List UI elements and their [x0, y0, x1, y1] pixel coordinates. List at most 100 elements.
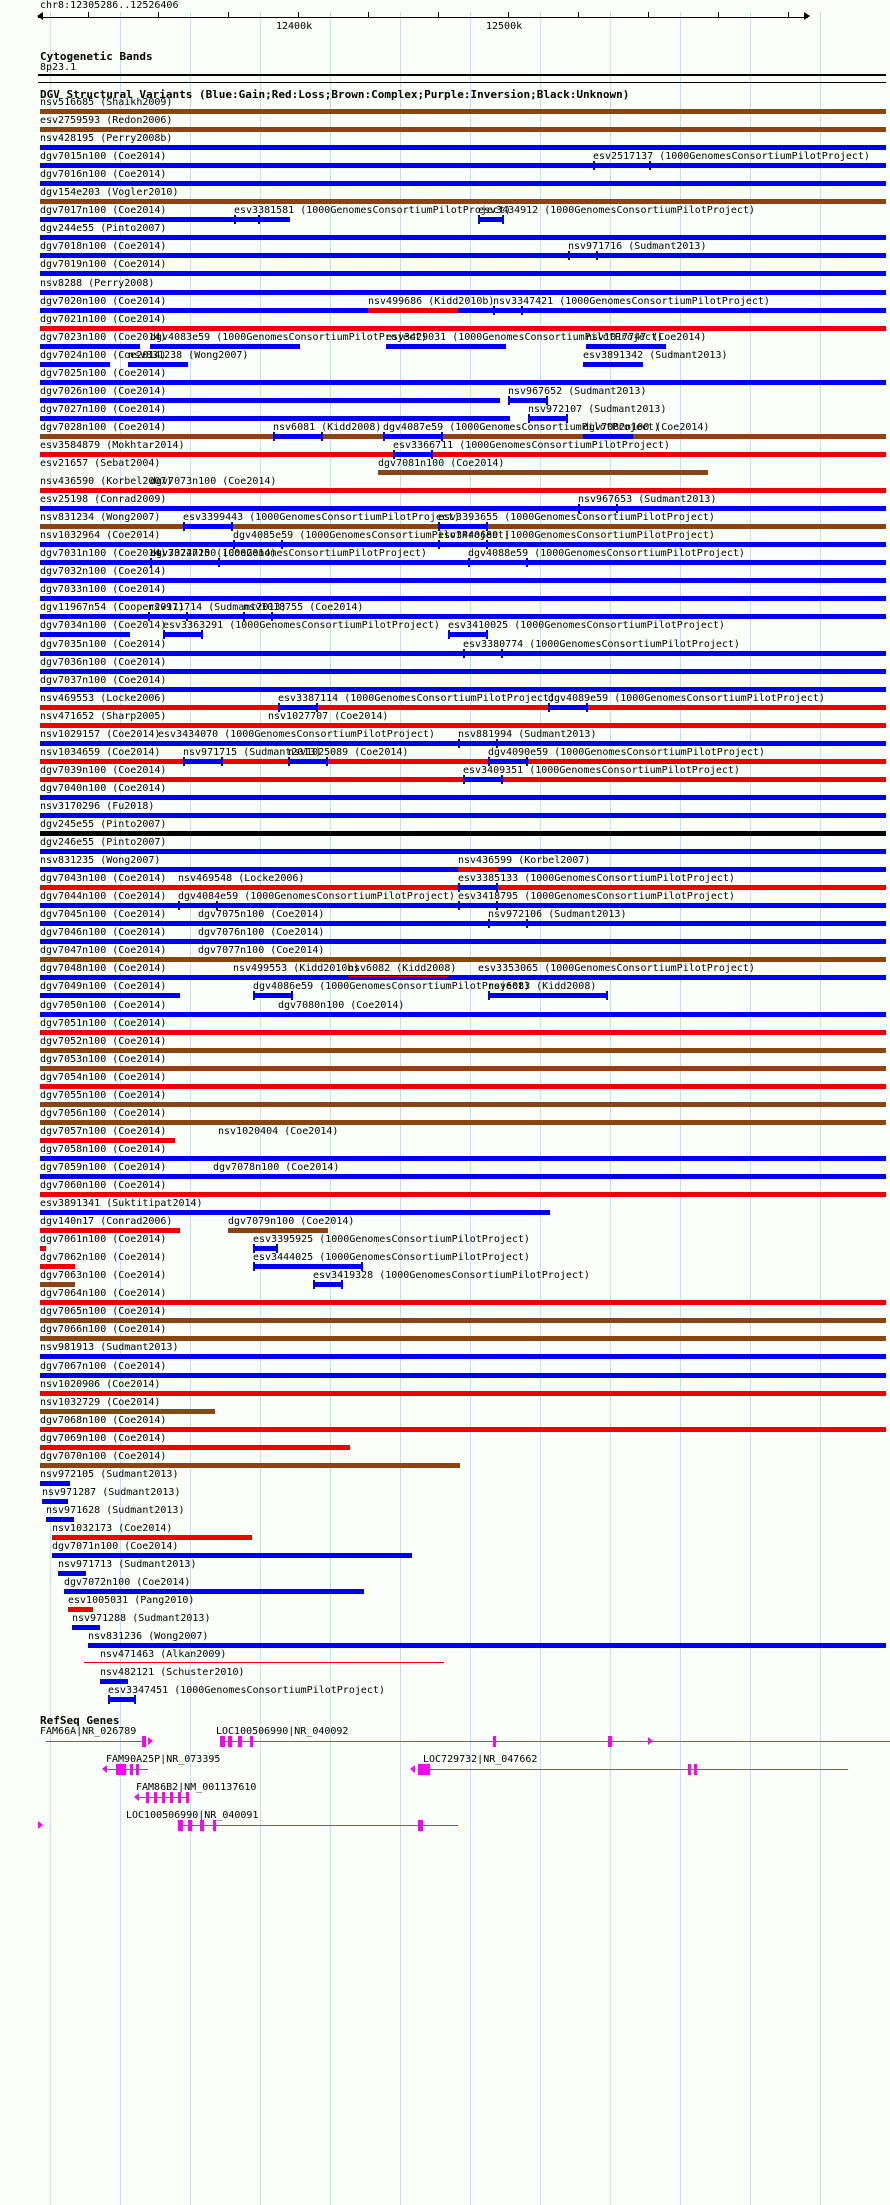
dgv-variant-label[interactable]: dgv7081n100 (Coe2014): [378, 458, 505, 469]
dgv-variant-label[interactable]: nsv6081 (Kidd2008): [273, 421, 382, 433]
dgv-variant-label[interactable]: dgv4087e59 (1000GenomesConsortiumPilotPr…: [383, 421, 660, 433]
dgv-variant-label[interactable]: dgv7021n100 (Coe2014): [40, 313, 167, 325]
refseq-gene[interactable]: FAM86B2|NM_001137610: [38, 1782, 886, 1808]
dgv-variant-label[interactable]: dgv7066n100 (Coe2014): [40, 1324, 167, 1336]
dgv-variant-bar[interactable]: [40, 343, 140, 349]
dgv-track-row[interactable]: dgv7059n100 (Coe2014) dgv7078n100 (Coe201…: [38, 1162, 886, 1181]
dgv-track-row[interactable]: dgv245e55 (Pinto2007): [38, 820, 886, 838]
dgv-track-row[interactable]: nsv1034659 (Coe2014) nsv971715 (Sudmant20…: [38, 747, 886, 766]
dgv-variant-label[interactable]: esv3444025 (1000GenomesConsortiumPilotPr…: [253, 1252, 530, 1264]
dgv-variant-bar[interactable]: [458, 738, 498, 748]
dgv-track-row[interactable]: nsv972105 (Sudmant2013): [38, 1469, 886, 1488]
dgv-variant-bar[interactable]: [40, 1155, 886, 1161]
refseq-gene-label[interactable]: FAM86B2|NM_001137610: [136, 1782, 257, 1794]
dgv-variant-label[interactable]: esv3891342 (Sudmant2013): [583, 349, 728, 361]
dgv-variant-bar[interactable]: [40, 253, 886, 259]
dgv-variant-bar[interactable]: [40, 506, 886, 512]
refseq-gene-exon[interactable]: [418, 1820, 423, 1832]
dgv-track-row[interactable]: dgv154e203 (Vogler2010): [38, 188, 886, 206]
dgv-variant-bar[interactable]: [493, 305, 523, 315]
refseq-gene[interactable]: FAM66A|NR_026789: [38, 1726, 886, 1752]
dgv-variant-label[interactable]: nsv1020906 (Coe2014): [40, 1378, 161, 1390]
dgv-track-row[interactable]: dgv7063n100 (Coe2014) esv3419328 (1000Gen…: [38, 1270, 886, 1290]
cytogenetic-band-label[interactable]: 8p23.1: [40, 62, 77, 73]
dgv-variant-label[interactable]: esv3380774 (1000GenomesConsortiumPilotPr…: [463, 638, 740, 650]
dgv-variant-label[interactable]: nsv971628 (Sudmant2013): [46, 1504, 185, 1516]
refseq-gene-exon[interactable]: [188, 1820, 192, 1832]
refseq-gene-exon[interactable]: [250, 1736, 253, 1748]
dgv-variant-label[interactable]: esv3440689 (1000GenomesConsortiumPilotPr…: [438, 530, 715, 542]
dgv-track-row[interactable]: dgv7027n100 (Coe2014) nsv972107 (Sudmant2…: [38, 404, 886, 423]
dgv-track-row[interactable]: nsv981913 (Sudmant2013): [38, 1343, 886, 1361]
dgv-track-row[interactable]: dgv7020n100 (Coe2014) nsv499686 (Kidd2010…: [38, 295, 886, 315]
dgv-variant-label[interactable]: esv3387114 (1000GenomesConsortiumPilotPr…: [278, 692, 555, 704]
dgv-track-row[interactable]: dgv7060n100 (Coe2014): [38, 1181, 886, 1199]
refseq-gene-exon[interactable]: [146, 1792, 149, 1804]
dgv-variant-label[interactable]: nsv499686 (Kidd2010b): [368, 295, 495, 307]
dgv-variant-label[interactable]: esv25198 (Conrad2009): [40, 494, 167, 506]
dgv-variant-bar[interactable]: [228, 1228, 328, 1234]
refseq-gene-label[interactable]: FAM66A|NR_026789: [40, 1726, 137, 1738]
dgv-variant-label[interactable]: nsv971287 (Sudmant2013): [42, 1486, 181, 1498]
dgv-track-row[interactable]: dgv7050n100 (Coe2014) dgv7080n100 (Coe201…: [38, 999, 886, 1019]
dgv-variant-label[interactable]: nsv1018755 (Coe2014): [243, 602, 364, 614]
dgv-track-row[interactable]: dgv7032n100 (Coe2014): [38, 567, 886, 585]
dgv-variant-bar[interactable]: [488, 991, 608, 1001]
dgv-variant-label[interactable]: dgv7053n100 (Coe2014): [40, 1053, 167, 1065]
dgv-variant-bar[interactable]: [40, 1137, 175, 1143]
dgv-variant-bar[interactable]: [40, 560, 886, 566]
dgv-variant-label[interactable]: dgv7037n100 (Coe2014): [40, 674, 167, 686]
dgv-track-row[interactable]: dgv246e55 (Pinto2007): [38, 838, 886, 856]
refseq-gene-exon[interactable]: [142, 1736, 146, 1748]
dgv-variant-label[interactable]: dgv7045n100 (Coe2014): [40, 909, 167, 921]
coordinate-ruler[interactable]: chr8:12305286..12526406 12400k 12500k: [37, 0, 886, 38]
dgv-variant-label[interactable]: nsv436599 (Korbel2007): [458, 855, 591, 867]
dgv-track-row[interactable]: dgv7061n100 (Coe2014) esv3395925 (1000Gen…: [38, 1235, 886, 1254]
dgv-track-row[interactable]: dgv7035n100 (Coe2014) esv3380774 (1000Gen…: [38, 638, 886, 658]
refseq-gene-label[interactable]: FAM90A25P|NR_073395: [106, 1754, 221, 1766]
dgv-variant-label[interactable]: dgv11967n54 (Cooper2011): [40, 602, 185, 614]
dgv-variant-label[interactable]: esv3434070 (1000GenomesConsortiumPilotPr…: [158, 728, 435, 740]
dgv-variant-label[interactable]: esv3419328 (1000GenomesConsortiumPilotPr…: [313, 1270, 590, 1282]
dgv-variant-label[interactable]: dgv7023n100 (Coe2014): [40, 331, 167, 343]
dgv-variant-label[interactable]: dgv7026n100 (Coe2014): [40, 385, 167, 397]
dgv-variant-label[interactable]: nsv831235 (Wong2007): [40, 855, 161, 867]
dgv-variant-label[interactable]: nsv428195 (Perry2008b): [40, 133, 173, 145]
dgv-variant-label[interactable]: nsv971714 (Sudmant2013): [148, 602, 287, 614]
dgv-variant-label[interactable]: esv3409351 (1000GenomesConsortiumPilotPr…: [463, 764, 740, 776]
dgv-track-row[interactable]: dgv7021n100 (Coe2014): [38, 313, 886, 333]
dgv-track-row[interactable]: dgv7048n100 (Coe2014) nsv499553 (Kidd2010…: [38, 964, 886, 982]
dgv-variant-label[interactable]: nsv831238 (Wong2007): [128, 349, 249, 361]
dgv-track-row[interactable]: dgv7036n100 (Coe2014): [38, 657, 886, 676]
refseq-gene-exon[interactable]: [136, 1764, 139, 1776]
dgv-variant-label[interactable]: dgv7070n100 (Coe2014): [40, 1450, 167, 1462]
dgv-variant-label[interactable]: dgv7050n100 (Coe2014): [40, 999, 167, 1011]
dgv-variant-label[interactable]: nsv482121 (Schuster2010): [100, 1667, 245, 1679]
dgv-variant-bar[interactable]: [40, 451, 886, 457]
dgv-variant-bar[interactable]: [583, 433, 633, 439]
dgv-variant-bar[interactable]: [40, 957, 886, 963]
dgv-variant-label[interactable]: dgv4086e59 (1000GenomesConsortiumPilotPr…: [253, 981, 530, 993]
dgv-track-row[interactable]: dgv7015n100 (Coe2014) esv2517137 (1000Gen…: [38, 152, 886, 171]
dgv-track-row[interactable]: esv25198 (Conrad2009) nsv967653 (Sudmant2…: [38, 494, 886, 514]
dgv-variant-bar[interactable]: [108, 1695, 136, 1705]
dgv-variant-bar[interactable]: [40, 758, 886, 764]
dgv-variant-bar[interactable]: [40, 163, 886, 169]
dgv-variant-bar[interactable]: [468, 558, 528, 568]
dgv-variant-bar[interactable]: [40, 686, 886, 692]
refseq-gene-exon[interactable]: [213, 1820, 216, 1832]
refseq-gene[interactable]: LOC729732|NR_047662: [38, 1754, 886, 1780]
dgv-variant-label[interactable]: nsv972106 (Sudmant2013): [488, 909, 627, 921]
refseq-gene-exon[interactable]: [178, 1820, 183, 1832]
dgv-variant-label[interactable]: dgv7054n100 (Coe2014): [40, 1071, 167, 1083]
dgv-variant-label[interactable]: dgv7069n100 (Coe2014): [40, 1432, 167, 1444]
dgv-variant-bar[interactable]: [243, 612, 273, 622]
dgv-variant-label[interactable]: dgv7082n100 (Coe2014): [583, 421, 710, 433]
dgv-track-row[interactable]: dgv7045n100 (Coe2014) dgv7075n100 (Coe201…: [38, 909, 886, 929]
dgv-variant-bar[interactable]: [178, 886, 428, 888]
dgv-variant-label[interactable]: dgv7031n100 (Coe2014): [40, 548, 167, 560]
dgv-variant-label[interactable]: dgv4089e59 (1000GenomesConsortiumPilotPr…: [548, 692, 825, 704]
dgv-variant-label[interactable]: dgv7039n100 (Coe2014): [40, 764, 167, 776]
dgv-variant-bar[interactable]: [438, 540, 488, 550]
dgv-variant-bar[interactable]: [586, 343, 666, 349]
